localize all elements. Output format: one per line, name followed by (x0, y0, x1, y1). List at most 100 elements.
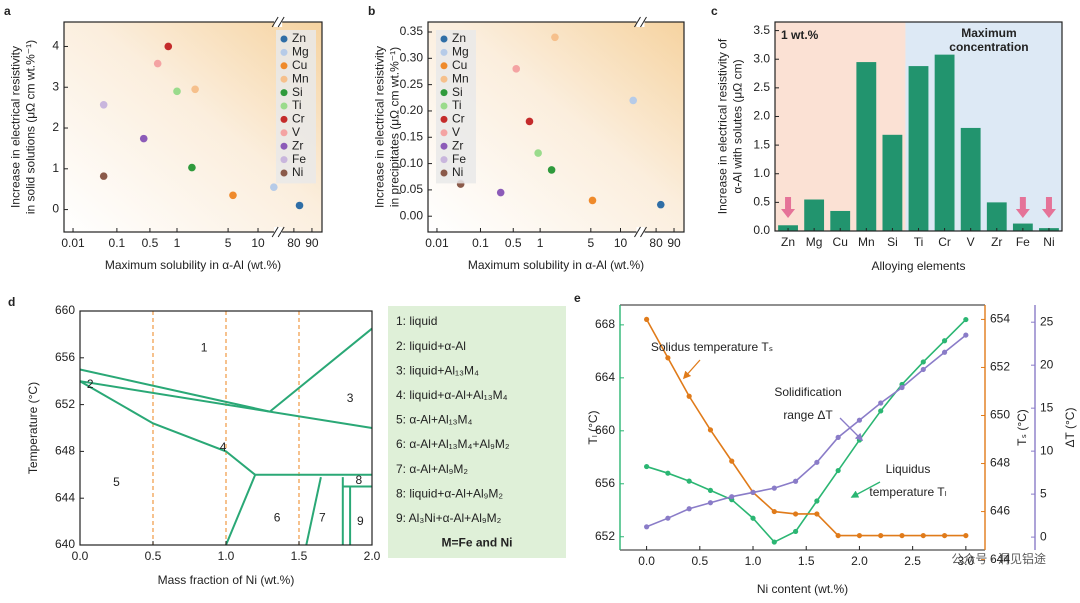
axis-break-gap (636, 227, 645, 237)
region-label: 8 (356, 473, 363, 487)
y-tick-label: 0 (1040, 529, 1047, 543)
x-tick-label: 2.0 (851, 554, 868, 568)
x-tick-label: 2.0 (364, 549, 381, 563)
y-tick-label: 1.0 (753, 166, 770, 180)
plot-frame (63, 21, 323, 233)
data-point (512, 65, 521, 73)
y-tick-label: 0.0 (753, 223, 770, 237)
region-label: 9 (357, 514, 364, 528)
bar (960, 127, 981, 231)
axis-break (634, 226, 641, 238)
x-tick-label: 3.0 (958, 554, 975, 568)
region-label: 7 (319, 510, 326, 524)
legend-marker (280, 169, 288, 177)
x-tick-label: 1.0 (745, 554, 762, 568)
x-tick-label: Ni (1043, 235, 1054, 249)
data-point (496, 188, 505, 197)
y-tick-label: 2 (52, 120, 59, 134)
legend-marker (440, 62, 448, 70)
panel-label: a (4, 4, 11, 18)
legend-item: 9: Al₃Ni+α-Al+Al₉M₂ (396, 511, 502, 525)
legend-label: Mn (292, 71, 309, 85)
x-tick-label: 1.5 (291, 549, 308, 563)
legend-item: 4: liquid+α-Al+Al₁₃M₄ (396, 388, 508, 402)
annotation: temperature Tₗ (869, 485, 946, 499)
y-axis-label: Tₛ (°C) (1015, 409, 1029, 446)
legend-label: Cu (292, 58, 307, 72)
legend-label: Mg (292, 45, 309, 59)
data-point (707, 427, 714, 433)
legend-label: Ni (452, 165, 463, 179)
data-point (153, 59, 162, 68)
axis-break-gap (274, 17, 283, 27)
x-tick-label: 0.5 (145, 549, 162, 563)
y-tick-label: 664 (595, 370, 615, 384)
x-tick-label: 0.0 (72, 549, 89, 563)
data-point (686, 478, 692, 484)
data-point (99, 100, 108, 109)
y-tick-label: 0.30 (400, 50, 424, 64)
legend-item: 3: liquid+Al₁₃M₄ (396, 363, 479, 377)
data-point (878, 532, 884, 539)
y-tick-label: 0.25 (400, 77, 424, 91)
x-tick-label: 0.5 (505, 236, 522, 250)
data-point (665, 470, 671, 476)
y-tick-label: 648 (55, 444, 75, 458)
phase-boundary (79, 380, 256, 476)
data-point (814, 459, 820, 465)
legend-marker (280, 102, 288, 110)
plot-frame (774, 21, 1063, 232)
data-point (229, 191, 237, 200)
data-point (941, 349, 948, 355)
data-point (750, 515, 756, 521)
legend-marker (440, 75, 448, 83)
series-line (646, 319, 967, 544)
x-tick-label: 10 (251, 236, 265, 250)
data-point (771, 539, 777, 545)
y-tick-label: 644 (55, 490, 75, 504)
y-tick-label: 656 (595, 476, 615, 490)
y-tick-label: 652 (55, 397, 75, 411)
bar (856, 62, 877, 232)
panel-label: e (574, 291, 581, 305)
x-tick-label: 80 (287, 236, 301, 250)
y-tick-label: 10 (1040, 443, 1054, 457)
x-tick-label: Zn (781, 235, 795, 249)
y-axis-label: α-Al with solutes (μΩ cm) (731, 59, 745, 193)
y-tick-label: 25 (1040, 314, 1054, 328)
data-point (899, 384, 905, 391)
data-point (534, 149, 542, 157)
data-point (707, 487, 714, 494)
annotation: 1 wt.% (781, 28, 819, 42)
data-point (771, 508, 777, 515)
region-label: 1 (201, 341, 208, 355)
region-label: 3 (347, 391, 354, 405)
bar (830, 210, 851, 231)
y-tick-label: 648 (990, 456, 1010, 470)
y-tick-label: 656 (55, 350, 75, 364)
bar (934, 54, 955, 232)
y-tick-label: 652 (990, 360, 1010, 374)
legend-label: Fe (452, 152, 466, 166)
x-tick-label: 0.5 (691, 554, 708, 568)
annotation: Solidification (774, 385, 841, 399)
axis-break (640, 16, 647, 28)
axis-break (277, 16, 285, 28)
legend-label: Mn (452, 71, 469, 85)
annotation: Solidus temperature Tₛ (651, 340, 773, 354)
x-tick-label: 10 (614, 236, 628, 250)
data-point (835, 467, 841, 474)
data-point (963, 316, 969, 323)
data-point (188, 163, 196, 172)
y-tick-label: 660 (55, 303, 75, 317)
y-tick-label: 0.10 (400, 156, 424, 170)
x-tick-label: 2.5 (904, 554, 921, 568)
bar (882, 134, 903, 231)
data-point (191, 85, 199, 94)
legend-label: Cr (292, 112, 305, 126)
phase-boundary (305, 476, 322, 546)
region-label: 5 (113, 475, 120, 489)
x-tick-label: Si (887, 235, 898, 249)
data-point (878, 408, 884, 414)
legend-marker (280, 142, 288, 150)
